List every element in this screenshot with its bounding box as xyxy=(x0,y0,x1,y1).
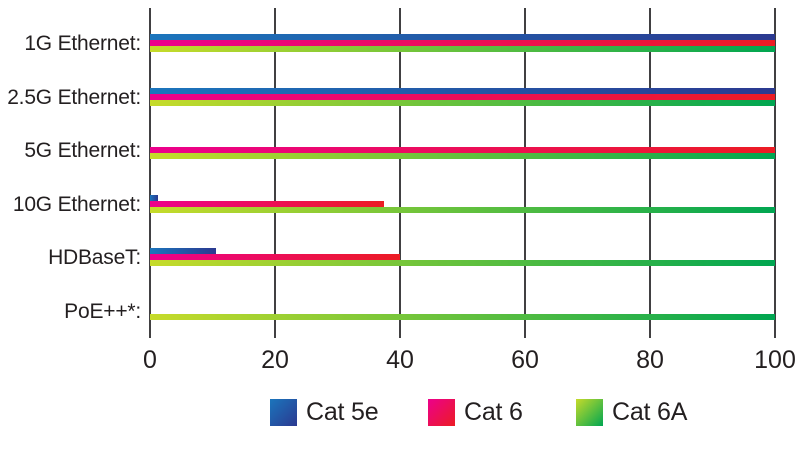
bar-cat-6a xyxy=(150,260,775,266)
legend-swatch-cat-6a xyxy=(576,398,603,426)
bar-lane xyxy=(150,147,775,153)
x-tick-label: 100 xyxy=(754,346,796,374)
bar-cat-6 xyxy=(150,147,775,153)
bar-lane xyxy=(150,200,775,207)
bar-lane xyxy=(150,313,775,320)
bar-cat-6a xyxy=(150,206,775,213)
bar-lane xyxy=(150,87,775,94)
bar-group-row xyxy=(150,177,775,231)
x-tick-label: 80 xyxy=(636,346,664,374)
gridline xyxy=(274,8,276,338)
bar-lane xyxy=(150,248,775,254)
x-tick-label: 40 xyxy=(386,346,414,374)
bar-cat-6 xyxy=(150,93,775,100)
bar-group-row xyxy=(150,123,775,177)
bar-group-row xyxy=(150,284,775,338)
legend-swatch-cat-6 xyxy=(428,398,455,426)
bar-lane xyxy=(150,206,775,213)
bar-cat-5e xyxy=(150,194,159,201)
gridline xyxy=(399,8,401,338)
legend-item: Cat 6A xyxy=(576,398,687,426)
bar-cat-6a xyxy=(150,46,775,52)
category-label: HDBaseT: xyxy=(48,246,141,269)
bar-group-row xyxy=(150,70,775,124)
bar-lane xyxy=(150,34,775,40)
bar-lane xyxy=(150,194,775,201)
bar-lane xyxy=(150,99,775,106)
bar-cat-5e xyxy=(150,87,775,94)
category-label: PoE++*: xyxy=(64,299,141,323)
legend-label: Cat 6 xyxy=(464,397,523,426)
legend-label: Cat 5e xyxy=(306,397,379,426)
gridline xyxy=(524,8,526,338)
category-label: 1G Ethernet: xyxy=(24,32,141,55)
gridline xyxy=(649,8,651,338)
legend: Cat 5e Cat 6 Cat 6A xyxy=(0,398,800,428)
legend-item: Cat 6 xyxy=(428,398,523,426)
category-label: 2.5G Ethernet: xyxy=(7,85,141,109)
x-tick-label: 20 xyxy=(261,346,289,374)
gridline xyxy=(774,8,776,338)
category-label: 5G Ethernet: xyxy=(24,139,141,162)
bar-cat-5e xyxy=(150,34,775,40)
plot-area xyxy=(149,8,776,338)
gridline xyxy=(149,8,151,338)
bar-cat-6a xyxy=(150,153,775,159)
bar-cat-6a xyxy=(150,313,775,320)
bar-lane xyxy=(150,153,775,159)
bar-cat-6 xyxy=(150,254,400,260)
bar-lane xyxy=(150,46,775,52)
legend-item: Cat 5e xyxy=(270,397,379,426)
bar-lane xyxy=(150,260,775,266)
x-tick-label: 0 xyxy=(143,346,157,374)
bar-lane xyxy=(150,254,775,260)
bar-group-row xyxy=(150,230,775,284)
bar-cat-6a xyxy=(150,99,775,106)
category-label: 10G Ethernet: xyxy=(12,192,141,216)
bar-group-row xyxy=(150,16,775,70)
bar-cat-6 xyxy=(150,40,775,46)
bar-cat-5e xyxy=(150,248,216,254)
legend-label: Cat 6A xyxy=(612,397,688,426)
legend-swatch-cat-5e xyxy=(270,398,297,426)
bar-lane xyxy=(150,93,775,100)
bar-lane xyxy=(150,40,775,46)
bar-cat-6 xyxy=(150,200,385,207)
x-tick-label: 60 xyxy=(511,346,539,374)
